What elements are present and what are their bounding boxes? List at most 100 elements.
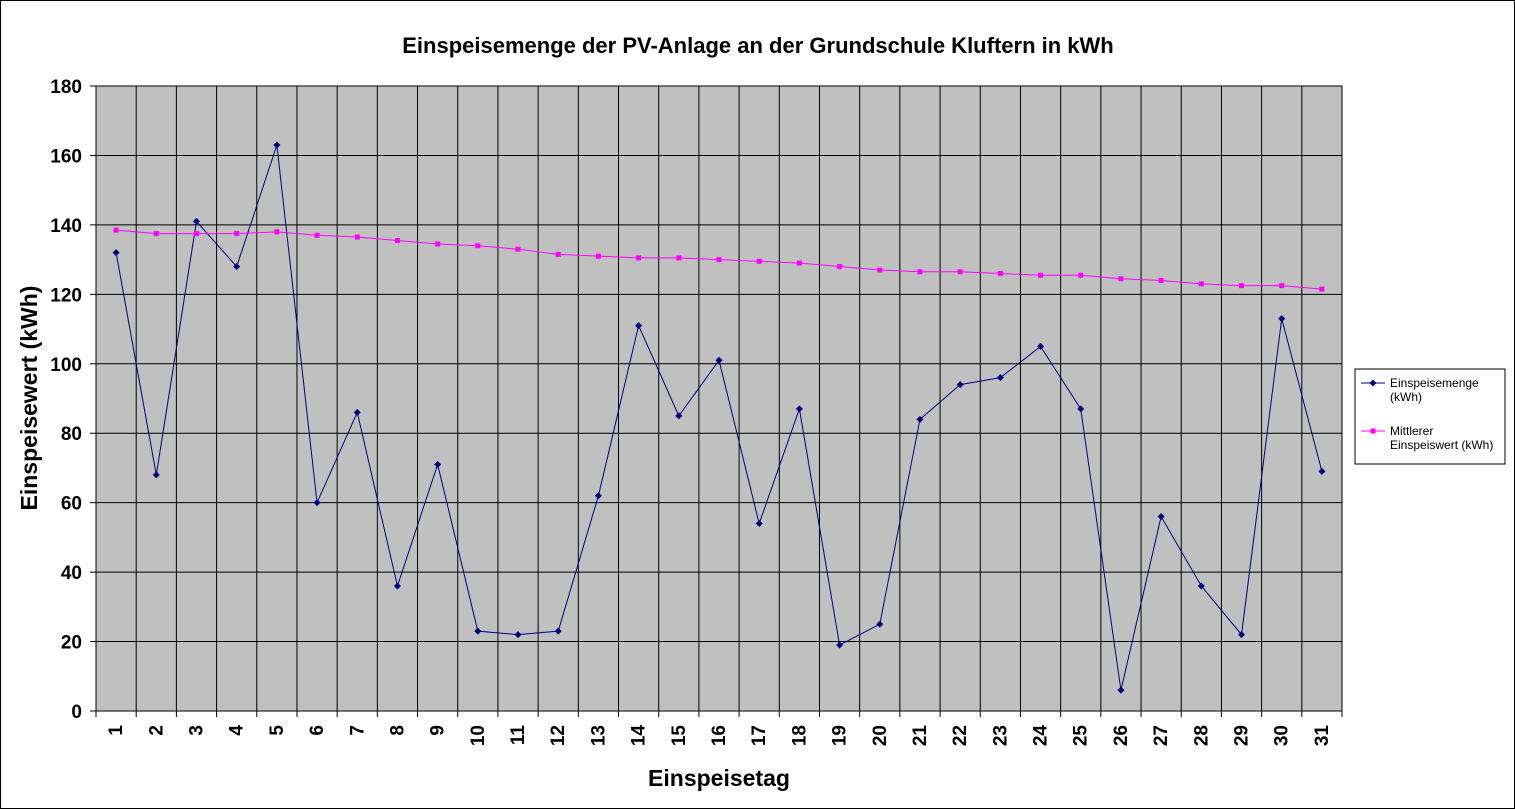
x-tick-label: 25 [1071,725,1092,747]
y-tick-label: 160 [50,146,82,167]
data-point [515,246,521,252]
x-tick-labels: 1 2 3 4 5 6 7 8 9 10 11 12 13 14 15 16 17 18 19 20 21 22 23 24 2… [106,725,1333,747]
legend-label: (kWh) [1390,390,1422,404]
data-point [917,269,923,275]
x-tick-label: 12 [548,725,569,746]
data-point [193,231,199,237]
x-axis-title: Einspeisetag [648,765,790,791]
data-point [716,257,722,263]
data-point [434,460,442,468]
data-point [234,231,240,237]
data-point [635,322,643,330]
x-tick-label: 27 [1151,725,1172,746]
data-point [1118,276,1124,282]
data-point [1279,283,1285,289]
x-tick-label: 31 [1312,725,1333,747]
x-tick-label: 30 [1272,725,1293,746]
data-point [996,374,1004,382]
data-point [1038,272,1044,278]
x-tick-label: 1 [106,725,127,736]
x-tick-label: 11 [508,725,529,746]
x-tick-label: 17 [749,725,770,746]
x-tick-label: 16 [709,725,730,746]
data-point [475,243,481,249]
x-tick-label: 23 [990,725,1011,746]
data-point [715,356,723,364]
legend-entry: Einspeisemenge(kWh) [1361,376,1479,404]
x-tick-label: 22 [950,725,971,746]
x-tick-label: 14 [629,725,650,747]
data-point [1238,631,1246,639]
data-point [796,260,802,266]
data-point [1078,272,1084,278]
data-point [595,253,601,259]
x-tick-label: 9 [428,725,449,736]
data-point [354,234,360,240]
data-point [836,641,844,649]
x-tick-label: 5 [267,725,288,736]
data-point [1318,467,1326,475]
legend-marker [1370,428,1376,434]
y-tick-label: 140 [50,216,82,237]
data-point [1278,315,1286,323]
y-tick-label: 100 [50,355,82,376]
data-point [1117,686,1125,694]
x-tick-label: 20 [870,725,891,746]
data-point [997,271,1003,276]
legend-label: Einspeisemenge [1390,376,1479,390]
data-point [876,620,884,628]
data-point [837,264,843,270]
data-point [956,381,964,389]
legend-box [1354,368,1506,465]
data-point [554,627,562,635]
y-tick-label: 20 [61,633,82,654]
y-tick-labels: 0 20 40 60 80 100 120 140 160 180 [50,77,82,723]
x-tick-label: 4 [227,725,248,736]
data-point [314,232,320,238]
data-point [394,238,400,244]
data-point [514,631,522,639]
data-point [1197,582,1205,590]
data-point [636,255,642,261]
data-point [755,520,763,527]
data-point [1239,283,1245,289]
x-tick-label: 7 [347,725,368,736]
axes [90,85,1343,717]
data-point [435,241,441,247]
data-point [152,471,160,479]
data-point [192,217,200,225]
legend-label: Einspeiswert (kWh) [1390,438,1493,452]
x-tick-label: 26 [1111,725,1132,746]
chart-title: Einspeisemenge der PV-Anlage an der Grun… [402,33,1113,58]
data-point [1157,513,1165,521]
data-series [112,141,1326,694]
data-point [675,412,683,420]
y-tick-label: 60 [61,494,82,515]
data-point [594,492,602,500]
y-tick-label: 80 [61,424,82,445]
y-tick-label: 120 [50,285,82,306]
data-point [153,231,159,237]
data-point [555,251,561,257]
data-point [676,255,682,261]
data-point [916,415,924,423]
y-tick-label: 180 [50,77,82,98]
legend-label: Mittlerer [1390,424,1433,438]
series-1 [112,141,1326,694]
plot-border [95,85,1343,712]
data-point [1158,277,1164,283]
x-tick-label: 6 [307,725,328,736]
data-point [474,627,482,635]
data-point [274,229,280,235]
data-point [1198,281,1204,287]
x-tick-label: 28 [1191,725,1212,746]
series-2 [113,227,1325,292]
data-point [1319,286,1325,292]
y-tick-label: 0 [71,702,82,723]
y-axis-title: Einspeisewert (kWh) [16,286,42,511]
x-tick-label: 3 [186,725,207,736]
x-tick-label: 15 [669,725,690,747]
